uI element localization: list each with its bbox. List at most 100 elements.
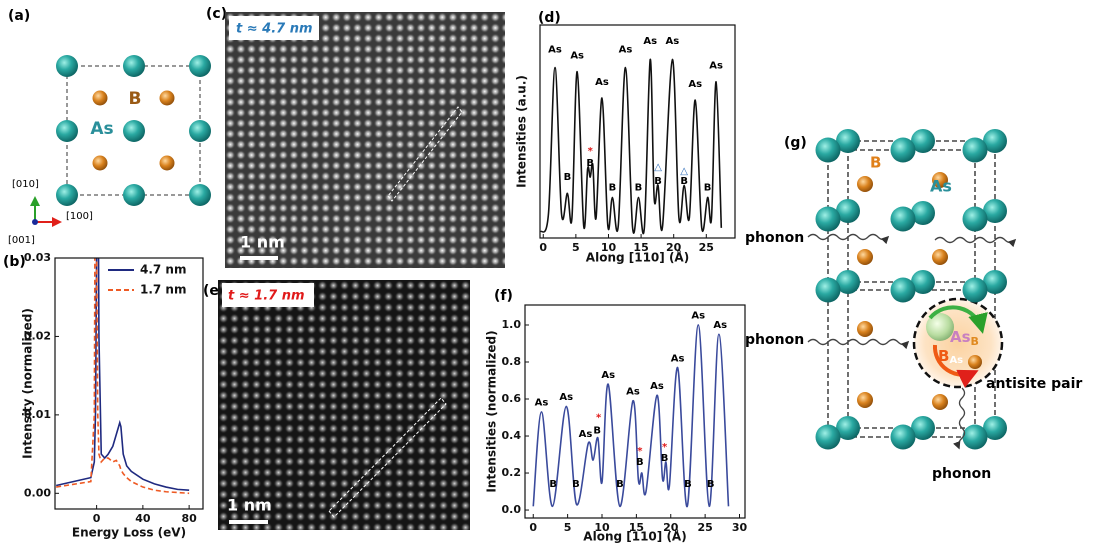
as-atom <box>911 129 935 153</box>
phonon-arrow <box>807 233 890 245</box>
x-tick-label: 0 <box>539 241 547 254</box>
stem-image <box>218 280 470 530</box>
y-tick-label: 0.01 <box>24 408 51 421</box>
peak-label: B <box>680 176 688 187</box>
b-atom <box>857 176 873 192</box>
peak-label: B <box>636 457 644 468</box>
thickness-label: t ≈ 1.7 nm <box>228 289 305 304</box>
y-tick-label: 1.0 <box>502 318 522 331</box>
peak-label: As <box>626 387 640 398</box>
b-atom <box>159 90 175 106</box>
as-atom <box>962 206 988 232</box>
plot-frame <box>54 257 204 510</box>
panel-label: (b) <box>3 254 26 270</box>
b-atom <box>932 249 948 265</box>
peak-label: B <box>549 479 557 490</box>
peak-label: As <box>535 398 549 409</box>
peak-label: △ <box>654 162 662 173</box>
as-atom <box>815 424 841 450</box>
plot-frame <box>539 24 736 239</box>
phonon-label: phonon <box>932 466 991 482</box>
peak-label: B <box>704 182 712 193</box>
b-atom <box>857 321 873 337</box>
peak-label: B <box>654 176 662 187</box>
direction-label: [100] <box>66 211 93 222</box>
as-atom <box>189 120 211 142</box>
peak-label: As <box>559 392 573 403</box>
panel-label: (g) <box>784 135 807 151</box>
peak-label: B <box>586 158 594 169</box>
x-tick-label: 5 <box>572 241 580 254</box>
label-box <box>229 16 319 40</box>
as-atom <box>123 55 145 77</box>
phonon-arrow <box>807 338 910 350</box>
chart: (b) 0 40 80 0.00 0.01 0.02 0.03 4.7 nm 1.7 nm Inte… <box>3 251 204 540</box>
atom-label: As <box>930 177 952 196</box>
as-atom <box>836 199 860 223</box>
x-tick-label: 5 <box>564 521 572 534</box>
panel-a: (a) B As [010] [100] [001] <box>8 8 211 246</box>
as-atom <box>890 424 916 450</box>
b-atom <box>932 394 948 410</box>
peak-label: As <box>579 429 593 440</box>
peak-label: As <box>688 79 702 90</box>
plot-frame <box>524 304 746 519</box>
phonon-label: phonon <box>745 230 804 246</box>
y-tick-label: 0.6 <box>502 392 522 405</box>
x-tick-label: 10 <box>594 521 610 534</box>
peak-label: B <box>564 172 572 183</box>
swap-arrow <box>928 305 988 334</box>
line-scan-box <box>328 397 447 518</box>
x-axis-title: Along [110] (Å) <box>586 250 689 265</box>
legend-label: 4.7 nm <box>140 263 186 277</box>
y-axis-title: Intensities (a.u.) <box>515 75 529 188</box>
as-atom <box>836 129 860 153</box>
y-tick-label: 0.4 <box>502 429 522 442</box>
b-atom <box>92 155 108 171</box>
series-line <box>532 324 730 508</box>
panel-label: (c) <box>206 6 227 22</box>
as-atom <box>189 55 211 77</box>
site: As <box>949 355 963 366</box>
peak-label: B <box>707 479 715 490</box>
as-atom <box>123 184 145 206</box>
b-atom <box>857 249 873 265</box>
peak-label: As <box>666 36 680 47</box>
peak-label: * <box>588 146 594 157</box>
peak-label: As <box>619 44 633 55</box>
series-line <box>56 258 190 495</box>
peak-label: B <box>616 479 624 490</box>
as-atom <box>911 270 935 294</box>
x-tick-label: 15 <box>633 241 648 254</box>
antisite-atom <box>968 355 982 369</box>
y-tick-label: 0.0 <box>502 503 522 516</box>
scale-bar-label: 1 nm <box>227 496 272 515</box>
b-atom <box>159 155 175 171</box>
thickness-label: t ≈ 4.7 nm <box>236 22 313 37</box>
stem-image <box>225 12 505 268</box>
x-tick-label: 15 <box>629 521 644 534</box>
label-box <box>222 283 314 307</box>
x-tick-label: 10 <box>601 241 617 254</box>
peak-label: △ <box>680 166 688 177</box>
atom-label: B <box>870 154 881 172</box>
as-atom <box>983 199 1007 223</box>
peak-label: As <box>570 50 584 61</box>
peak-label: As <box>595 77 609 88</box>
x-tick-label: 0 <box>93 512 101 525</box>
as-atom <box>815 206 841 232</box>
peak-label: * <box>637 446 643 457</box>
panel-label: (d) <box>538 10 561 26</box>
peak-label: B <box>635 182 643 193</box>
scale-bar-label: 1 nm <box>240 233 285 252</box>
as-atom <box>911 201 935 225</box>
as-atom <box>962 277 988 303</box>
series-line <box>55 258 190 491</box>
panel-g: (g) AsB BAs B As phonon phonon phonon an… <box>745 129 1082 482</box>
x-axis-title: Along [110] (Å) <box>583 529 686 544</box>
x-axis-title: Energy Loss (eV) <box>72 526 186 540</box>
as-atom <box>983 416 1007 440</box>
y-tick-label: 0.2 <box>502 466 522 479</box>
as-atom <box>890 277 916 303</box>
peak-label: As <box>713 320 727 331</box>
